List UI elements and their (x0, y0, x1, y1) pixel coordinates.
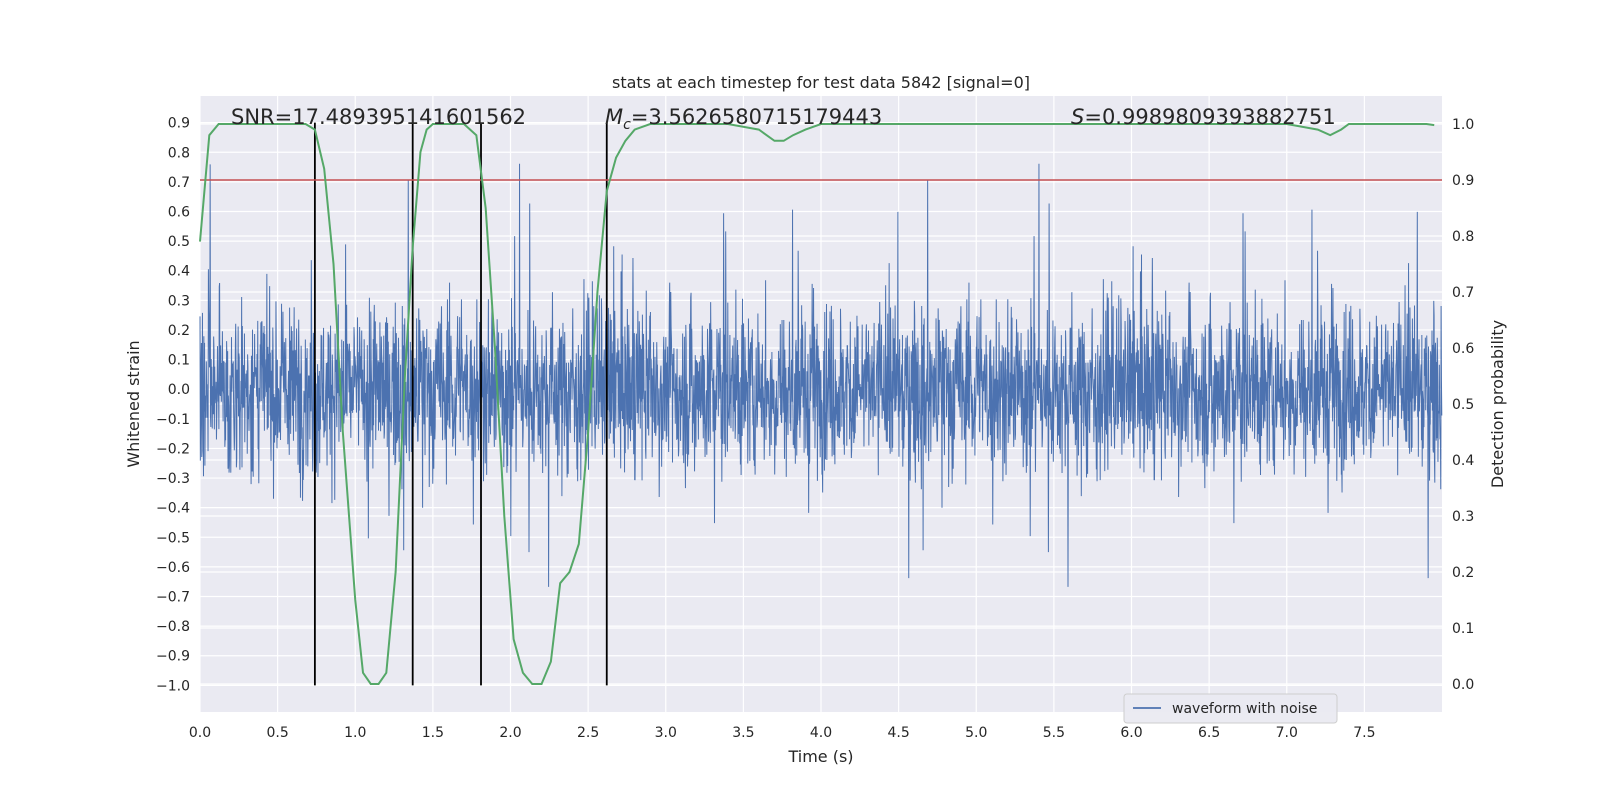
y-left-tick-label: −0.8 (156, 619, 190, 635)
x-tick-label: 0.0 (189, 725, 211, 741)
y-right-tick-label: 0.4 (1452, 453, 1474, 469)
mc-subscript: c (623, 117, 631, 133)
y-left-tick-label: −0.5 (156, 530, 190, 546)
s-symbol: S (1071, 105, 1084, 129)
vertical-lines (313, 122, 608, 686)
y-left-tick-label: 0.0 (168, 382, 190, 398)
x-tick-label: 3.5 (732, 725, 754, 741)
x-tick-label: 5.5 (1043, 725, 1065, 741)
x-tick-label: 2.0 (499, 725, 521, 741)
y-left-tick-label: −0.9 (156, 649, 190, 665)
y-right-tick-label: 1.0 (1452, 117, 1474, 133)
y-left-tick-label: 0.8 (168, 145, 190, 161)
x-tick-label: 2.5 (577, 725, 599, 741)
y-axis-right-ticks: 1.0 0.9 0.8 0.7 0.6 0.5 0.4 0.3 0.2 0.1 0.0 (1452, 117, 1474, 693)
x-tick-label: 1.5 (422, 725, 444, 741)
y-axis-right-label: Detection probability (1488, 320, 1507, 488)
y-left-tick-label: −0.7 (156, 590, 190, 606)
y-right-tick-label: 0.3 (1452, 509, 1474, 525)
x-tick-label: 1.0 (344, 725, 366, 741)
mc-symbol: M (605, 105, 623, 129)
x-tick-label: 6.0 (1120, 725, 1142, 741)
y-right-tick-label: 0.8 (1452, 229, 1474, 245)
y-left-tick-label: −0.4 (156, 501, 190, 517)
x-tick-label: 6.5 (1198, 725, 1220, 741)
y-axis-left-ticks: 0.9 0.8 0.7 0.6 0.5 0.4 0.3 0.2 0.1 0.0 −0.1 −0.2 −0… (156, 116, 190, 695)
y-left-tick-label: 0.2 (168, 323, 190, 339)
y-left-tick-label: 0.6 (168, 205, 190, 221)
y-right-tick-label: 0.7 (1452, 285, 1474, 301)
x-tick-label: 4.0 (810, 725, 832, 741)
mc-annotation: Mc=3.5626580715179443 (605, 105, 882, 133)
y-left-tick-label: 0.7 (168, 175, 190, 191)
y-right-tick-label: 0.2 (1452, 565, 1474, 581)
x-tick-label: 0.5 (266, 725, 288, 741)
x-tick-label: 7.5 (1353, 725, 1375, 741)
y-left-tick-label: 0.1 (168, 353, 190, 369)
x-tick-label: 7.0 (1276, 725, 1298, 741)
x-axis-ticks: 0.0 0.5 1.0 1.5 2.0 2.5 3.0 3.5 4.0 4.5 5.0 5.5 6.0 6… (189, 725, 1376, 741)
s-annotation: S=0.9989809393882751 (1071, 105, 1336, 129)
legend-label: waveform with noise (1172, 701, 1317, 717)
y-left-tick-label: 0.3 (168, 293, 190, 309)
y-left-tick-label: −0.3 (156, 471, 190, 487)
y-left-tick-label: −1.0 (156, 678, 190, 694)
y-right-tick-label: 0.6 (1452, 341, 1474, 357)
x-axis-label: Time (s) (787, 747, 853, 766)
y-right-tick-label: 0.1 (1452, 621, 1474, 637)
y-right-tick-label: 0.0 (1452, 677, 1474, 693)
y-left-tick-label: 0.4 (168, 264, 190, 280)
x-tick-label: 3.0 (655, 725, 677, 741)
y-left-tick-label: −0.6 (156, 560, 190, 576)
y-left-tick-label: −0.2 (156, 441, 190, 457)
waveform-series (199, 163, 1443, 587)
y-axis-left-label: Whitened strain (124, 340, 143, 467)
legend: waveform with noise (1123, 693, 1338, 724)
y-left-tick-label: 0.5 (168, 234, 190, 250)
s-value: =0.9989809393882751 (1084, 105, 1335, 129)
y-right-tick-label: 0.5 (1452, 397, 1474, 413)
probability-series (199, 123, 1435, 685)
y-left-tick-label: −0.1 (156, 412, 190, 428)
chart-title: stats at each timestep for test data 584… (612, 73, 1030, 92)
y-left-tick-label: 0.9 (168, 116, 190, 132)
x-tick-label: 5.0 (965, 725, 987, 741)
snr-annotation: SNR=17.489395141601562 (231, 105, 526, 129)
mc-value: =3.5626580715179443 (631, 105, 882, 129)
x-tick-label: 4.5 (887, 725, 909, 741)
y-right-tick-label: 0.9 (1452, 173, 1474, 189)
legend-box (1123, 693, 1338, 724)
